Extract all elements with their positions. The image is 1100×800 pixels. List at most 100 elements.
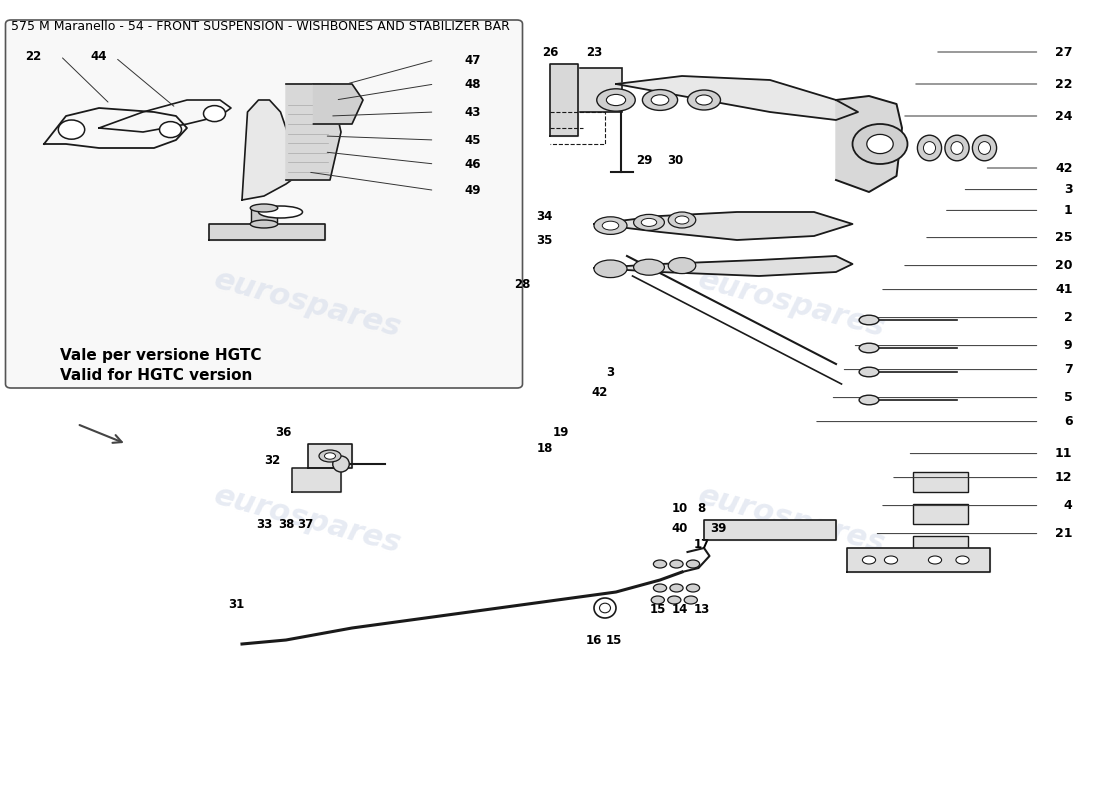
Ellipse shape [972,135,997,161]
Ellipse shape [695,95,713,105]
Ellipse shape [924,142,936,154]
Circle shape [204,106,226,122]
Text: 22: 22 [25,50,41,62]
Text: eurospares: eurospares [695,481,889,559]
Text: 15: 15 [650,603,666,616]
Text: 44: 44 [90,50,108,62]
Text: 39: 39 [711,522,726,534]
Text: 19: 19 [553,426,569,438]
Text: 2: 2 [1064,311,1072,324]
Text: 14: 14 [672,603,688,616]
Bar [913,536,968,556]
Bar [913,472,968,492]
Text: 33: 33 [256,518,272,531]
Ellipse shape [859,315,879,325]
Circle shape [58,120,85,139]
Ellipse shape [606,94,626,106]
Ellipse shape [251,220,277,228]
Ellipse shape [651,94,669,106]
Text: eurospares: eurospares [211,481,405,559]
Ellipse shape [684,596,697,604]
Ellipse shape [594,217,627,234]
Ellipse shape [594,598,616,618]
Ellipse shape [979,142,991,154]
Text: 23: 23 [586,46,602,59]
Text: 46: 46 [464,158,482,170]
Text: 1: 1 [1064,204,1072,217]
Polygon shape [292,468,341,492]
Text: 48: 48 [464,78,482,90]
Polygon shape [836,96,902,192]
Polygon shape [704,520,836,540]
Ellipse shape [668,596,681,604]
Text: 37: 37 [298,518,314,531]
Ellipse shape [917,135,942,161]
Ellipse shape [653,560,667,568]
Text: 6: 6 [1064,415,1072,428]
Ellipse shape [686,584,700,592]
Polygon shape [594,256,852,276]
Text: 35: 35 [537,234,552,246]
Circle shape [160,122,182,138]
Text: 45: 45 [464,134,482,146]
Ellipse shape [686,560,700,568]
Text: 40: 40 [672,522,688,534]
Text: 18: 18 [537,442,552,454]
Text: eurospares: eurospares [695,265,889,343]
Polygon shape [616,76,858,120]
Ellipse shape [251,204,277,212]
Polygon shape [308,444,352,468]
Text: 42: 42 [1055,162,1072,174]
Text: 29: 29 [637,154,652,166]
Text: 32: 32 [265,454,280,466]
Ellipse shape [641,218,657,226]
Ellipse shape [669,258,695,274]
Text: Vale per versione HGTC: Vale per versione HGTC [60,348,262,363]
Text: 7: 7 [1064,363,1072,376]
Text: 41: 41 [1055,283,1072,296]
Ellipse shape [332,456,350,472]
Ellipse shape [862,556,876,564]
Ellipse shape [653,584,667,592]
Text: 25: 25 [1055,231,1072,244]
Text: 4: 4 [1064,499,1072,512]
Text: 27: 27 [1055,46,1072,58]
Ellipse shape [859,395,879,405]
Text: 30: 30 [668,154,683,166]
Text: 26: 26 [542,46,558,59]
Ellipse shape [642,90,678,110]
Text: 12: 12 [1055,471,1072,484]
Text: 36: 36 [276,426,292,438]
Text: 22: 22 [1055,78,1072,90]
Polygon shape [550,64,578,136]
FancyBboxPatch shape [6,20,522,388]
Ellipse shape [324,453,336,459]
Text: 47: 47 [465,54,481,66]
Ellipse shape [956,556,969,564]
Ellipse shape [634,214,664,230]
Ellipse shape [669,212,695,228]
Text: Valid for HGTC version: Valid for HGTC version [60,368,253,383]
Polygon shape [314,84,363,124]
Ellipse shape [859,367,879,377]
Polygon shape [594,212,852,240]
Ellipse shape [634,259,664,275]
Ellipse shape [597,89,636,111]
Polygon shape [242,100,297,200]
Circle shape [852,124,907,164]
Text: 10: 10 [672,502,688,514]
Text: 11: 11 [1055,447,1072,460]
Text: 42: 42 [592,386,607,398]
Text: 38: 38 [278,518,294,531]
Ellipse shape [950,142,964,154]
Text: 31: 31 [229,598,244,610]
Text: 34: 34 [537,210,552,222]
Ellipse shape [600,603,610,613]
Ellipse shape [603,222,618,230]
Text: 5: 5 [1064,391,1072,404]
Ellipse shape [670,584,683,592]
Ellipse shape [859,343,879,353]
Ellipse shape [884,556,898,564]
Bar [572,68,621,112]
Text: 16: 16 [586,634,602,646]
